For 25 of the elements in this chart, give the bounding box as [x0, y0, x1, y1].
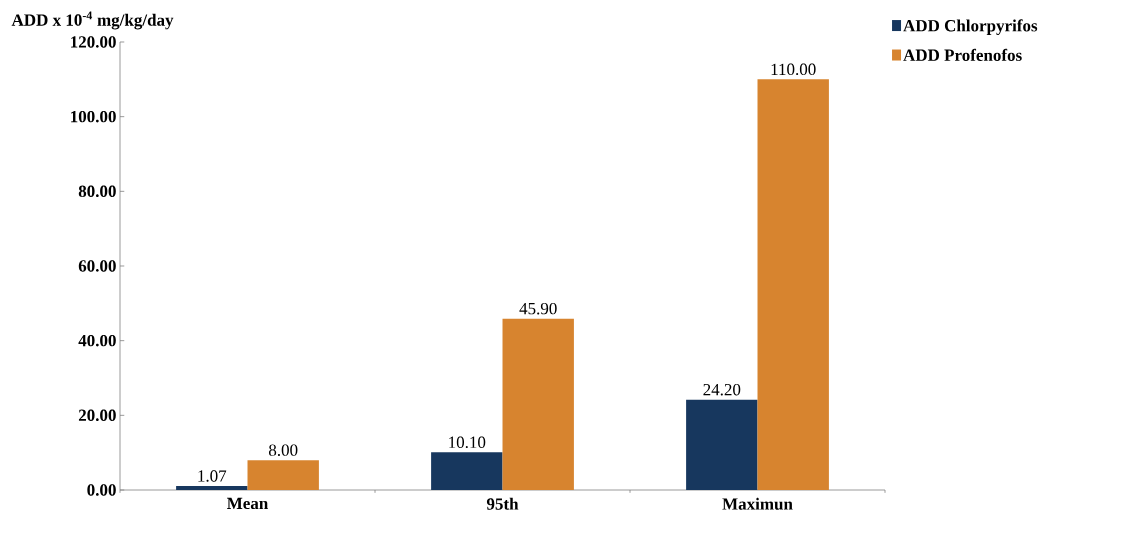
bar — [502, 318, 574, 490]
bar — [431, 452, 503, 490]
x-tick-label: 95th — [486, 497, 519, 510]
y-tick-label: 20.00 — [78, 409, 116, 422]
y-tick-label: 120.00 — [71, 36, 116, 48]
data-label: 24.20 — [703, 383, 741, 396]
bar — [247, 460, 319, 490]
legend-label: ADD Chlorpyrifos — [903, 19, 1038, 35]
x-tick-label: Maximun — [722, 497, 793, 510]
data-label: 45.90 — [519, 302, 557, 315]
legend-label: ADD Profenofos — [903, 48, 1022, 61]
y-tick-label: 80.00 — [78, 185, 116, 198]
bar — [176, 486, 248, 490]
y-tick-label: 60.00 — [78, 260, 116, 272]
data-label: 110.00 — [771, 63, 816, 76]
y-tick-label: 40.00 — [78, 334, 116, 347]
y-axis-title: ADD x 10$^{-4}$ mg/kg/day — [11, 11, 174, 30]
data-label: 1.07 — [198, 470, 227, 482]
data-label: 10.10 — [449, 436, 486, 449]
y-tick-label: 0.00 — [87, 484, 116, 496]
bar — [757, 79, 829, 490]
bar — [686, 399, 758, 490]
data-label: 8.00 — [268, 444, 298, 456]
y-tick-label: 100.00 — [71, 110, 116, 123]
x-tick-label: Mean — [227, 497, 269, 510]
